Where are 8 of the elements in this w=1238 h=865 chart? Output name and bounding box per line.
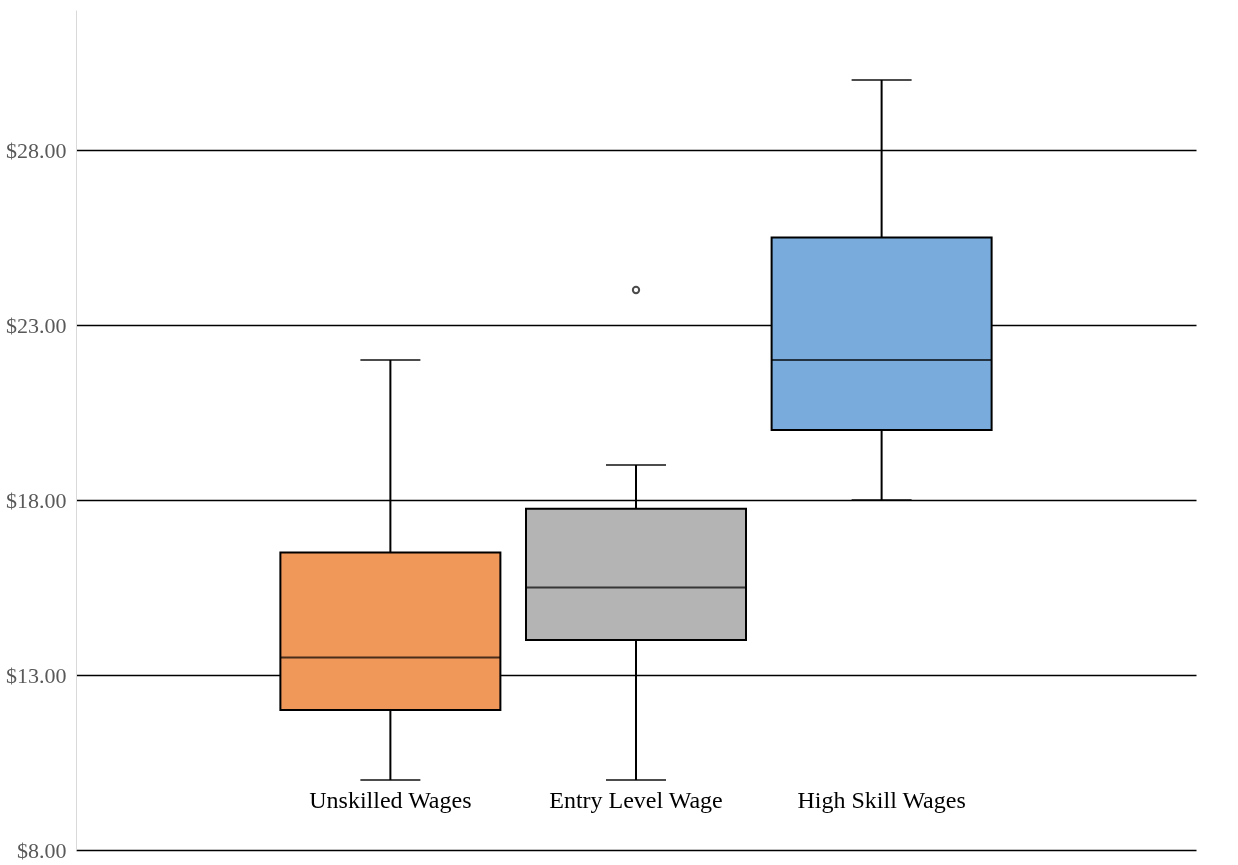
- y-tick-label: $18.00: [6, 487, 67, 513]
- y-tick-label: $13.00: [6, 662, 67, 688]
- y-tick-label: $28.00: [6, 137, 67, 163]
- x-tick-label: Entry Level Wage: [549, 786, 723, 813]
- x-tick-label: High Skill Wages: [797, 786, 966, 813]
- y-tick-label: $8.00: [17, 837, 67, 863]
- x-tick-label: Unskilled Wages: [309, 786, 472, 813]
- y-tick-label: $23.00: [6, 312, 67, 338]
